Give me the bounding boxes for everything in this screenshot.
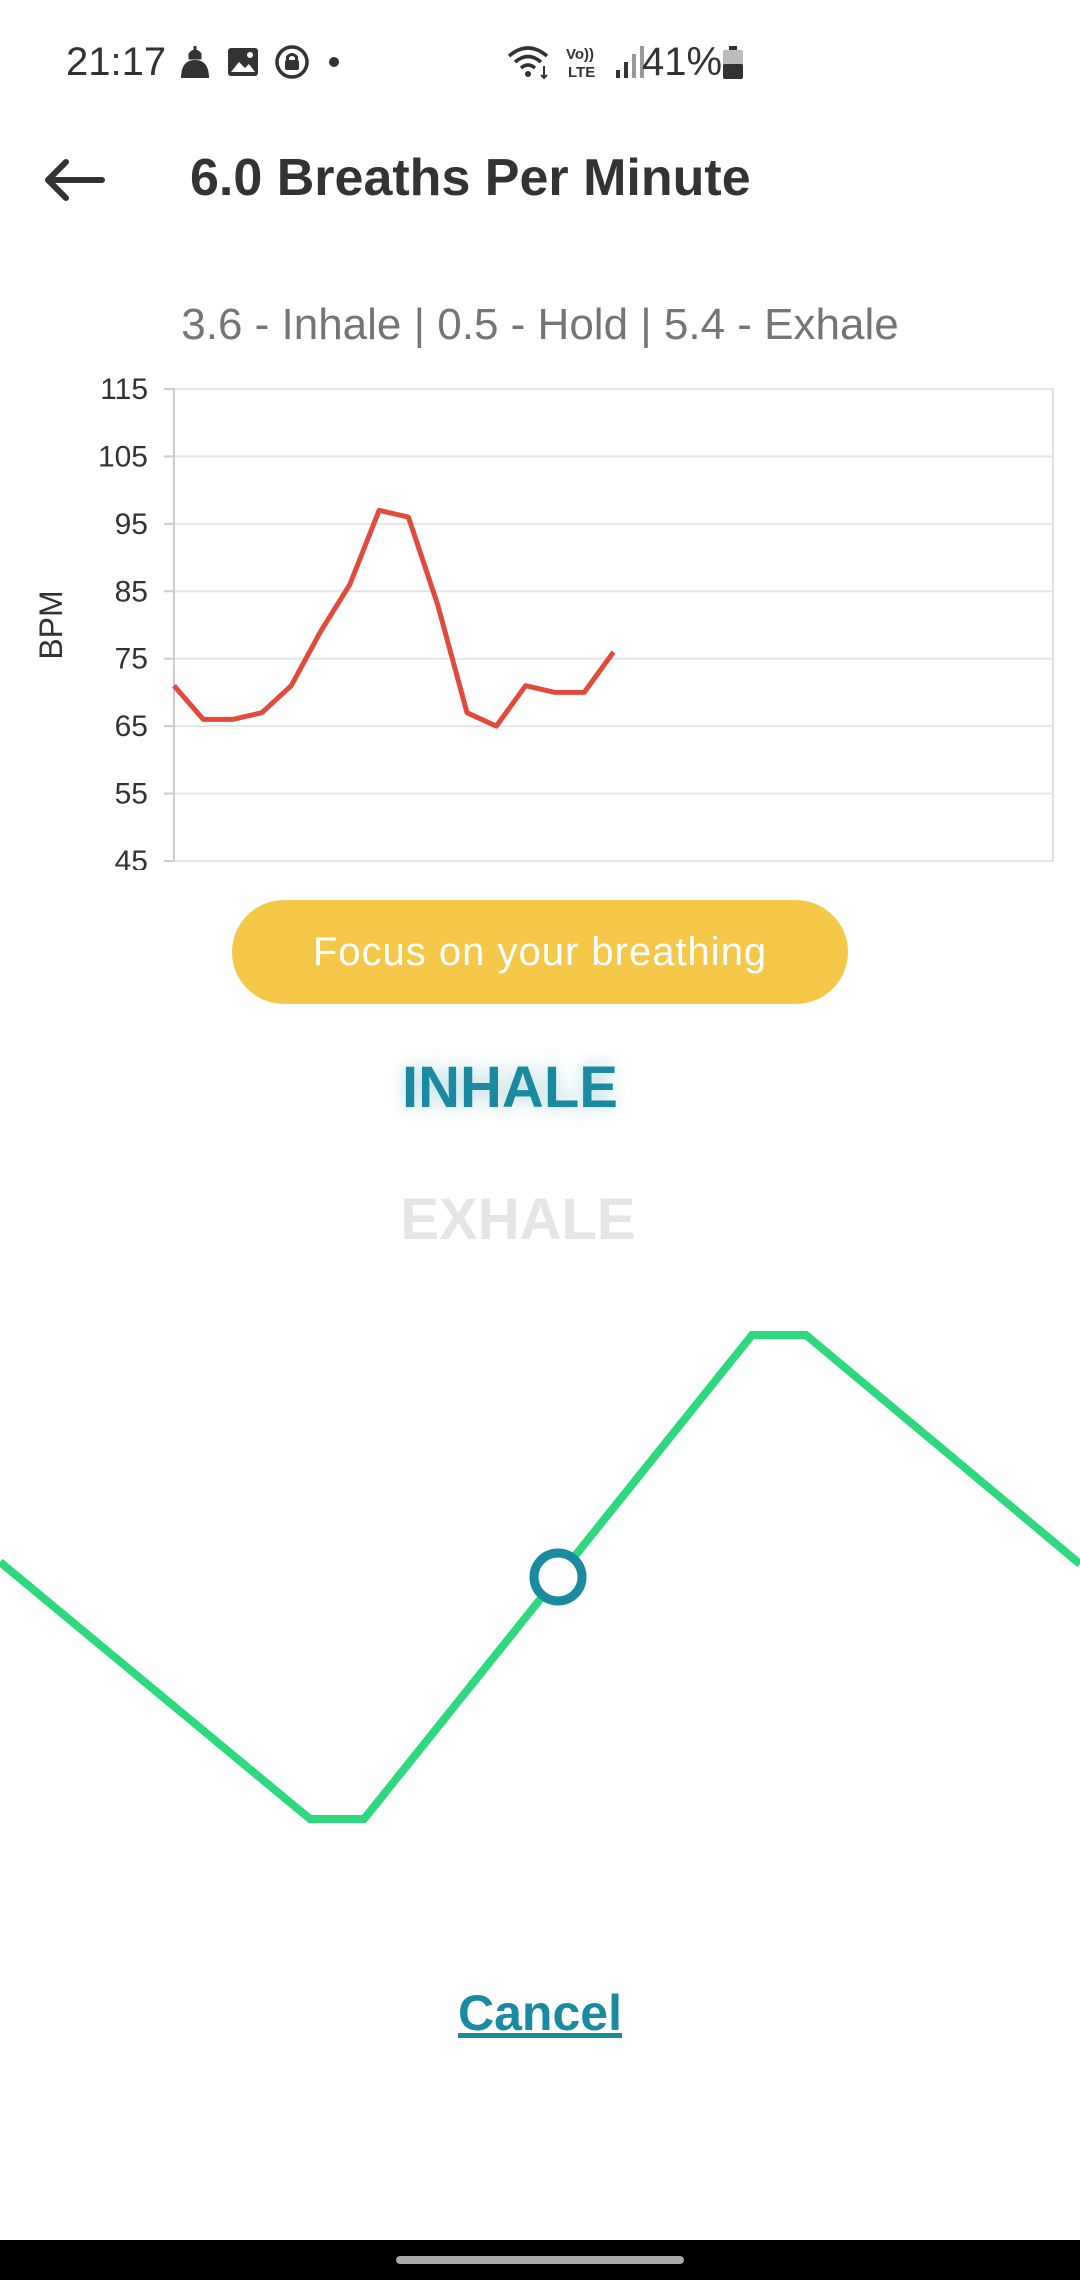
y-tick-label: 45 [115,845,148,870]
svg-text:Vo)): Vo)) [566,46,594,63]
status-icons-right: Vo)) LTE [506,44,644,80]
page-title: 6.0 Breaths Per Minute [190,149,751,207]
back-button[interactable] [36,144,112,216]
focus-pill: Focus on your breathing [232,900,848,1004]
y-tick-label: 115 [100,373,148,406]
app-bar: 6.0 Breaths Per Minute [0,130,1080,230]
dot-icon [329,57,339,67]
chart-frame [173,388,1054,862]
y-tick-label: 95 [115,508,148,541]
breath-indicator [529,1548,587,1606]
y-tick-label: 55 [115,778,148,811]
home-handle[interactable] [396,2256,684,2264]
mosque-icon [181,46,209,78]
cancel-link[interactable]: Cancel [458,1985,622,2041]
signal-icon [616,46,644,78]
status-icons-left [178,44,344,80]
battery-icon [723,46,743,79]
status-time: 21:17 [66,40,167,84]
series-line [172,507,616,729]
wifi-icon [507,46,549,80]
inhale-label: INHALE [402,1055,618,1120]
y-tick-label: 75 [115,643,148,676]
lock-circle-icon [275,45,309,79]
exhale-label: EXHALE [400,1187,636,1252]
arrow-left-icon [45,159,105,201]
volte-icon: Vo)) LTE [566,46,595,80]
battery-percent: 41% [642,40,723,84]
image-icon [228,48,258,76]
svg-text:LTE: LTE [568,64,595,80]
y-axis-label: BPM [33,590,69,659]
y-tick-label: 105 [98,440,148,473]
heart-rate-chart: 115 105 95 85 75 65 55 45 BPM [33,373,1054,870]
breathing-wave [0,1331,1080,1823]
breathing-pattern: 3.6 - Inhale | 0.5 - Hold | 5.4 - Exhale [181,300,899,349]
navigation-bar [0,2240,1080,2280]
y-tick-label: 85 [115,575,148,608]
status-bar: 21:17 Vo)) LTE [0,0,1080,130]
y-tick-label: 65 [115,710,148,743]
